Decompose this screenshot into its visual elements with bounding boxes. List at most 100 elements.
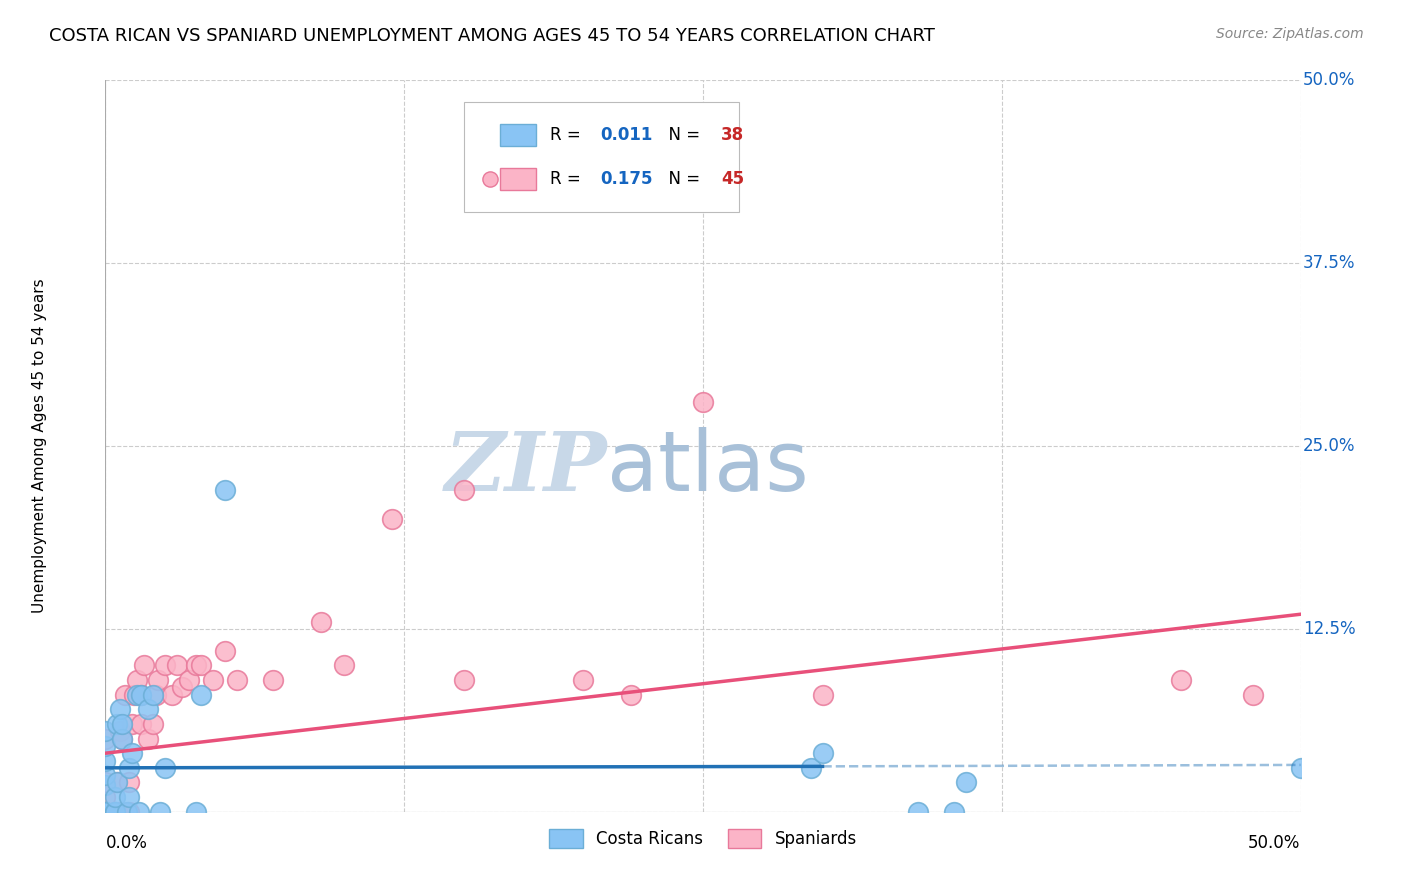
Text: Source: ZipAtlas.com: Source: ZipAtlas.com: [1216, 27, 1364, 41]
Point: [333, 658, 356, 673]
Text: 25.0%: 25.0%: [1303, 437, 1355, 455]
Point: [202, 673, 225, 687]
Point: [107, 775, 129, 789]
Point: [955, 775, 977, 789]
Text: 0.0%: 0.0%: [105, 834, 148, 852]
Point: [118, 775, 141, 789]
Point: [309, 615, 332, 629]
Point: [128, 805, 150, 819]
Text: 0.175: 0.175: [600, 170, 652, 188]
Point: [129, 688, 153, 702]
Text: 12.5%: 12.5%: [1303, 620, 1355, 638]
Point: [94, 805, 117, 819]
FancyBboxPatch shape: [501, 124, 536, 146]
Point: [186, 658, 208, 673]
Text: atlas: atlas: [607, 427, 808, 508]
Point: [104, 805, 127, 819]
Point: [108, 702, 131, 716]
Point: [104, 805, 127, 819]
Point: [692, 395, 714, 409]
Point: [153, 658, 177, 673]
Point: [111, 717, 134, 731]
Point: [146, 673, 169, 687]
Point: [94, 731, 117, 746]
Point: [381, 512, 404, 526]
Point: [170, 681, 193, 695]
Point: [799, 761, 821, 775]
Point: [129, 688, 153, 702]
Point: [453, 483, 475, 497]
Point: [94, 805, 117, 819]
Text: R =: R =: [550, 170, 586, 188]
Point: [142, 688, 165, 702]
Point: [225, 673, 249, 687]
Point: [149, 805, 172, 819]
Point: [214, 644, 236, 658]
Point: [108, 724, 131, 739]
Point: [142, 717, 165, 731]
Point: [572, 673, 595, 687]
Point: [162, 688, 184, 702]
Point: [942, 805, 965, 819]
Point: [94, 724, 117, 739]
Point: [907, 805, 929, 819]
Point: [94, 805, 117, 819]
Point: [94, 805, 117, 819]
Point: [190, 658, 212, 673]
Text: 50.0%: 50.0%: [1249, 834, 1301, 852]
Point: [94, 754, 117, 768]
FancyBboxPatch shape: [501, 168, 536, 190]
Point: [94, 790, 117, 805]
Point: [118, 790, 141, 805]
Point: [811, 746, 834, 760]
Point: [1241, 688, 1264, 702]
Point: [104, 805, 127, 819]
Point: [153, 761, 177, 775]
Text: COSTA RICAN VS SPANIARD UNEMPLOYMENT AMONG AGES 45 TO 54 YEARS CORRELATION CHART: COSTA RICAN VS SPANIARD UNEMPLOYMENT AMO…: [49, 27, 935, 45]
Text: ZIP: ZIP: [444, 428, 607, 508]
Point: [111, 731, 134, 746]
Point: [190, 688, 212, 702]
Point: [145, 688, 167, 702]
Point: [214, 483, 236, 497]
Point: [94, 805, 117, 819]
Point: [94, 775, 117, 789]
Point: [138, 731, 160, 746]
Point: [122, 688, 145, 702]
Point: [111, 731, 134, 746]
Point: [262, 673, 284, 687]
Point: [94, 805, 117, 819]
Point: [118, 761, 141, 775]
Point: [1289, 761, 1312, 775]
Text: 50.0%: 50.0%: [1303, 71, 1355, 89]
Text: 0.011: 0.011: [600, 126, 652, 145]
Point: [166, 658, 188, 673]
Point: [107, 717, 129, 731]
Point: [107, 805, 129, 819]
Text: R =: R =: [550, 126, 586, 145]
Point: [94, 768, 117, 782]
Legend: Costa Ricans, Spaniards: Costa Ricans, Spaniards: [543, 822, 863, 855]
Point: [94, 739, 117, 753]
Text: N =: N =: [658, 170, 704, 188]
Point: [138, 702, 160, 716]
Point: [114, 688, 136, 702]
Point: [125, 688, 148, 702]
Point: [177, 673, 201, 687]
Point: [121, 717, 143, 731]
Point: [186, 805, 208, 819]
Point: [94, 805, 117, 819]
Point: [115, 805, 138, 819]
Point: [811, 688, 834, 702]
FancyBboxPatch shape: [464, 103, 740, 212]
Point: [94, 778, 117, 792]
Text: 45: 45: [721, 170, 744, 188]
Point: [1170, 673, 1192, 687]
Point: [132, 658, 155, 673]
Point: [104, 790, 127, 805]
Point: [129, 717, 153, 731]
Text: N =: N =: [658, 126, 704, 145]
Point: [121, 746, 143, 760]
Text: 38: 38: [721, 126, 744, 145]
Point: [118, 805, 141, 819]
